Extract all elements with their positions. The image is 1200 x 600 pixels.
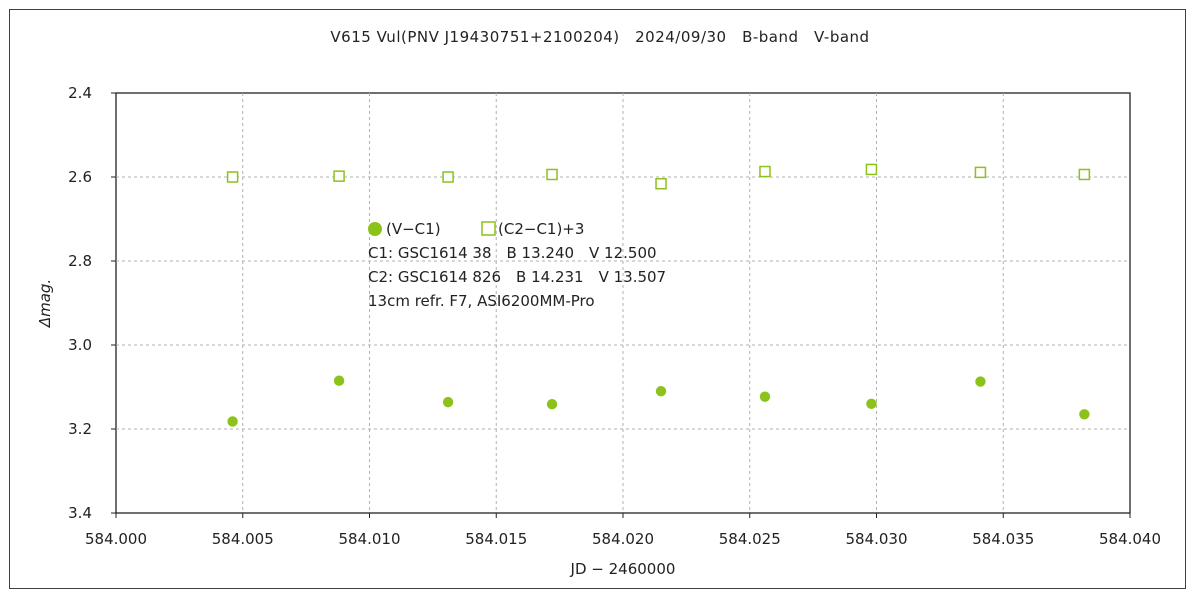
x-tick-label: 584.020 <box>592 530 654 548</box>
point-v-c1 <box>655 386 667 397</box>
annotation-c2: C2: GSC1614 826 B 14.231 V 13.507 <box>368 268 666 286</box>
point-c2-c1 <box>655 177 667 190</box>
point-c2-c1 <box>759 165 771 178</box>
chart-title: V615 Vul(PNV J19430751+2100204) 2024/09/… <box>330 28 869 46</box>
point-c2-c1 <box>442 171 454 183</box>
point-v-c1 <box>759 391 771 402</box>
point-c2-c1 <box>1078 168 1091 181</box>
y-tick-label: 2.6 <box>68 168 92 186</box>
x-tick-label: 584.030 <box>845 530 907 548</box>
legend-marker-c2-c1 <box>481 221 496 236</box>
point-c2-c1 <box>865 163 878 176</box>
point-c2-c1 <box>974 166 987 179</box>
y-tick-label: 3.4 <box>68 504 92 522</box>
x-tick-label: 584.015 <box>465 530 527 548</box>
legend-label-c2-c1: (C2−C1)+3 <box>498 220 584 238</box>
legend-label-v-c1: (V−C1) <box>386 220 441 238</box>
x-tick-label: 584.010 <box>338 530 400 548</box>
x-axis-label: JD − 2460000 <box>570 560 676 578</box>
point-v-c1 <box>866 398 877 409</box>
point-c2-c1 <box>333 170 345 182</box>
y-axis-label: Δmag. <box>36 279 54 328</box>
y-axis: 2.4 2.6 2.8 3.0 3.2 3.4 <box>68 84 116 522</box>
y-tick-label: 2.8 <box>68 252 92 270</box>
annotation-c1: C1: GSC1614 38 B 13.240 V 12.500 <box>368 244 657 262</box>
x-tick-label: 584.000 <box>85 530 147 548</box>
legend-marker-v-c1 <box>368 222 382 236</box>
data-points <box>226 163 1091 427</box>
y-tick-label: 3.0 <box>68 336 92 354</box>
point-c2-c1 <box>546 168 558 181</box>
y-tick-label: 2.4 <box>68 84 92 102</box>
point-c2-c1 <box>226 171 239 183</box>
point-v-c1 <box>546 399 558 410</box>
grid <box>116 93 1130 513</box>
x-tick-label: 584.025 <box>719 530 781 548</box>
point-v-c1 <box>1079 409 1090 420</box>
point-v-c1 <box>227 416 238 427</box>
point-v-c1 <box>333 375 345 386</box>
x-tick-label: 584.040 <box>1099 530 1161 548</box>
y-tick-label: 3.2 <box>68 420 92 438</box>
annotation-equipment: 13cm refr. F7, ASI6200MM-Pro <box>368 292 595 310</box>
x-axis: 584.000 584.005 584.010 584.015 584.020 584.0… <box>85 513 1161 548</box>
point-v-c1 <box>442 396 454 408</box>
legend: (V−C1) (C2−C1)+3 <box>368 220 584 238</box>
x-tick-label: 584.005 <box>212 530 274 548</box>
x-tick-label: 584.035 <box>972 530 1034 548</box>
point-v-c1 <box>975 376 986 387</box>
